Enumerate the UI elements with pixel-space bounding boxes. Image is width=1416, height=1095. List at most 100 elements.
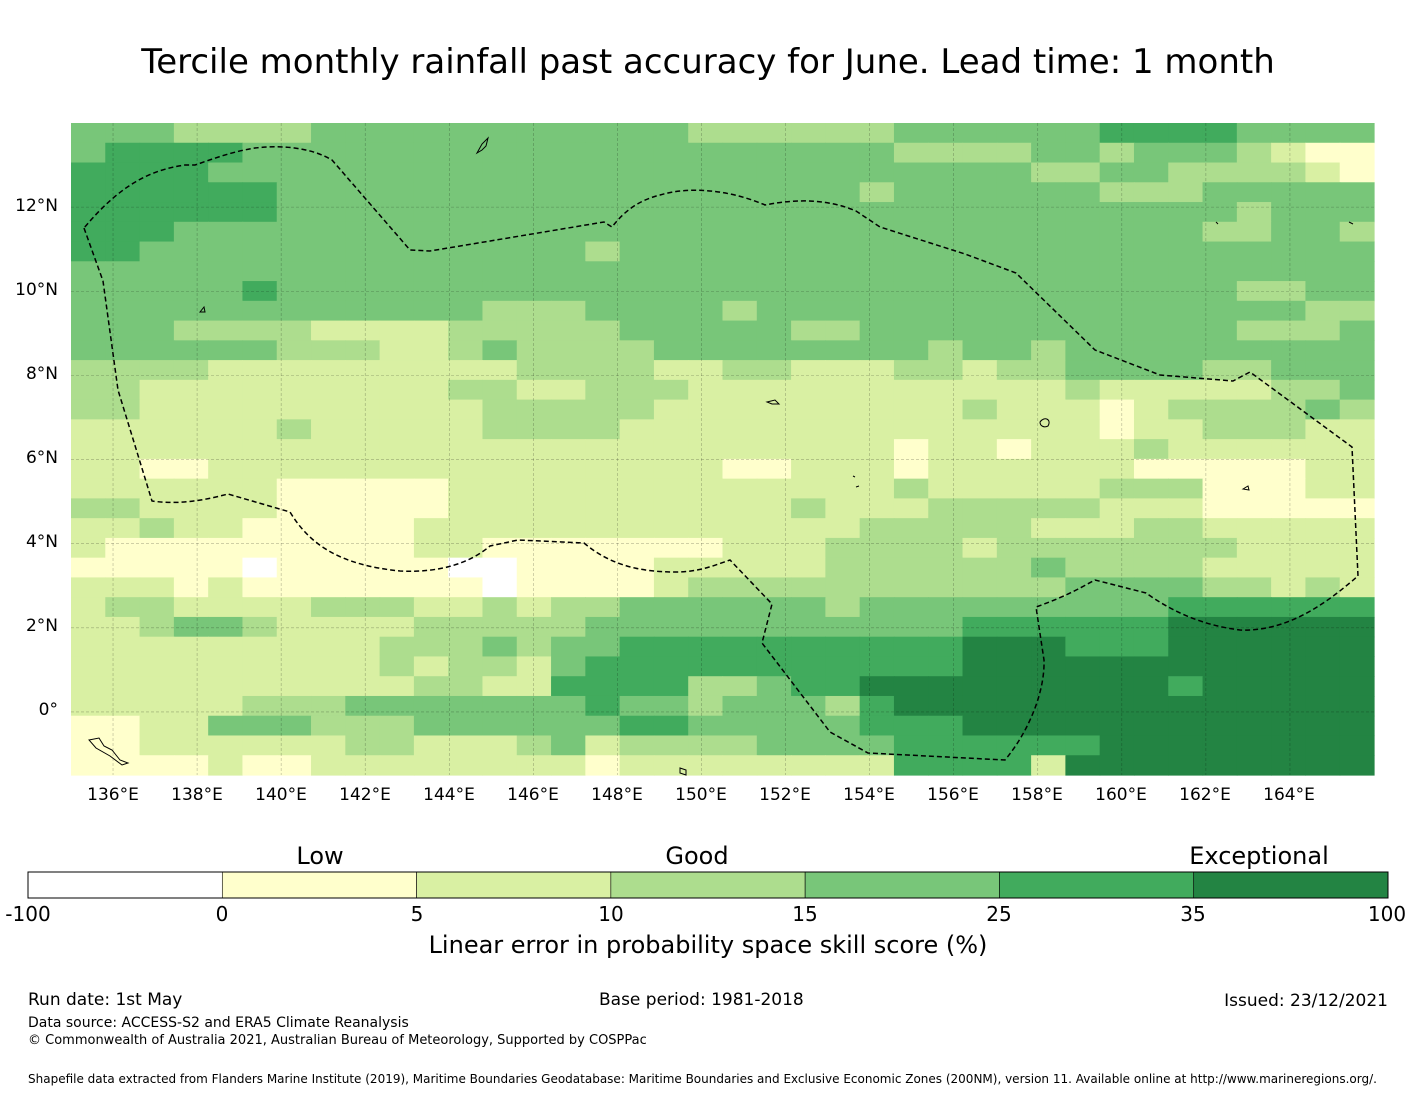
heatmap-cell [928,221,964,243]
heatmap-cell [859,715,895,737]
heatmap-cell [1065,439,1101,460]
heatmap-cell [1031,518,1066,539]
heatmap-cell [1031,695,1066,717]
heatmap-cell [276,142,312,164]
heatmap-cell [619,300,655,322]
heatmap-cell [825,142,861,164]
heatmap-cell [1168,656,1204,677]
heatmap-cell [1202,439,1238,460]
heatmap-cell [791,735,826,756]
heatmap-cell [585,399,621,420]
heatmap-cell [311,537,346,559]
heatmap-cell [688,221,724,243]
heatmap-cell [482,755,518,776]
heatmap-cell [448,162,484,183]
heatmap-cell [893,142,929,164]
heatmap-cell [1168,755,1204,776]
heatmap-cell [242,557,278,579]
heatmap-cell [448,419,484,440]
heatmap-cell [1339,300,1375,322]
heatmap-cell [1031,360,1066,381]
heatmap-cell [996,518,1032,539]
heatmap-cell [413,340,449,361]
heatmap-cell [1133,182,1169,203]
heatmap-cell [1271,676,1307,697]
heatmap-cell [688,379,724,401]
heatmap-cell [173,360,209,381]
heatmap-cell [311,656,346,677]
heatmap-cell [1133,320,1169,341]
heatmap-cell [619,518,655,539]
heatmap-cell [928,518,964,539]
heatmap-cell [242,715,278,737]
heatmap-cell [413,557,449,579]
heatmap-cell [962,261,998,282]
heatmap-cell [962,241,998,262]
heatmap-cell [448,498,484,519]
heatmap-cell [345,537,381,559]
heatmap-cell [688,261,724,282]
heatmap-cell [105,320,141,341]
heatmap-cell [756,518,792,539]
heatmap-cell [448,577,484,598]
heatmap-cell [1271,399,1307,420]
heatmap-cell [893,577,929,598]
heatmap-cell [928,379,964,401]
heatmap-cell [756,281,792,302]
heatmap-cell [722,281,758,302]
heatmap-cells [71,123,1375,776]
heatmap-cell [585,735,621,756]
heatmap-cell [311,261,346,282]
heatmap-cell [208,537,244,559]
heatmap-cell [311,123,346,144]
heatmap-cell [1133,537,1169,559]
heatmap-cell [1202,419,1238,440]
heatmap-cell [756,478,792,499]
heatmap-cell [276,537,312,559]
x-tick-label: 148°E [591,785,643,805]
heatmap-cell [1339,577,1375,598]
heatmap-cell [139,360,175,381]
heatmap-cell [345,320,381,341]
heatmap-cell [551,695,586,717]
heatmap-cell [1202,676,1238,697]
heatmap-cell [448,300,484,322]
heatmap-cell [653,439,689,460]
heatmap-cell [1236,616,1272,638]
heatmap-cell [585,379,621,401]
heatmap-cell [791,498,826,519]
heatmap-cell [551,656,586,677]
heatmap-cell [208,636,244,658]
heatmap-cell [173,695,209,717]
heatmap-cell [653,241,689,262]
heatmap-cell [791,360,826,381]
heatmap-cell [1305,300,1341,322]
map-title: Tercile monthly rainfall past accuracy f… [141,42,1275,82]
heatmap-cell [482,577,518,598]
heatmap-cell [516,597,552,618]
heatmap-cell [1065,300,1101,322]
heatmap-cell [1339,695,1375,717]
heatmap-cell [71,518,106,539]
heatmap-cell [1305,498,1341,519]
heatmap-cell [893,755,929,776]
issued-date: Issued: 23/12/2021 [1224,991,1388,1011]
x-tick-label: 156°E [927,785,979,805]
heatmap-cell [311,498,346,519]
heatmap-cell [482,616,518,638]
heatmap-cell [105,123,141,144]
heatmap-cell [893,439,929,460]
heatmap-cell [379,439,415,460]
heatmap-cell [208,300,244,322]
heatmap-cell [1133,162,1169,183]
heatmap-cell [379,281,415,302]
heatmap-cell [71,162,106,183]
heatmap-cell [413,162,449,183]
x-tick-label: 154°E [843,785,895,805]
heatmap-cell [1202,261,1238,282]
heatmap-cell [516,123,552,144]
heatmap-cell [448,142,484,164]
heatmap-cell [1339,715,1375,737]
heatmap-cell [1271,636,1307,658]
heatmap-cell [962,597,998,618]
